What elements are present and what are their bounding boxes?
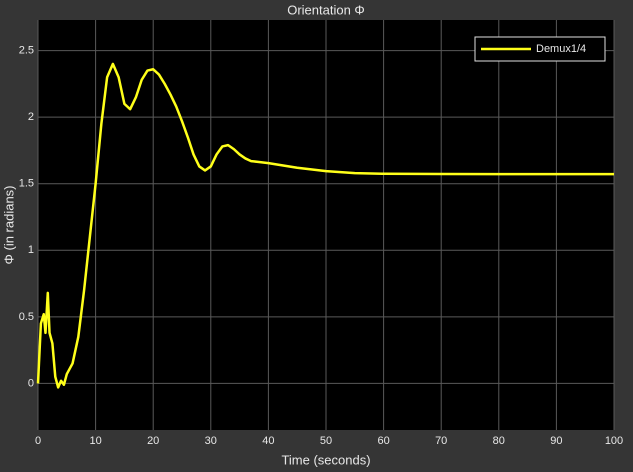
x-tick-label: 40 — [262, 435, 274, 447]
y-tick-label: 2.5 — [19, 45, 34, 57]
x-tick-label: 50 — [320, 435, 332, 447]
y-tick-label: 1.5 — [19, 178, 34, 190]
y-tick-label: 1 — [28, 244, 34, 256]
data-line — [36, 62, 614, 389]
y-axis-label: Φ (in radians) — [1, 185, 16, 264]
marks — [36, 62, 614, 389]
x-tick-label: 70 — [435, 435, 447, 447]
x-tick-label: 100 — [605, 435, 623, 447]
x-axis-label: Time (seconds) — [281, 452, 370, 467]
x-tick-label: 60 — [377, 435, 389, 447]
y-tick-label: 2 — [28, 111, 34, 123]
y-tick-label: 0.5 — [19, 311, 34, 323]
chart-title: Orientation Φ — [287, 2, 365, 17]
x-tick-label: 10 — [89, 435, 101, 447]
x-tick-label: 30 — [205, 435, 217, 447]
legend-label: Demux1/4 — [536, 43, 586, 55]
x-tick-label: 90 — [550, 435, 562, 447]
y-tick-label: 0 — [28, 377, 34, 389]
x-tick-label: 20 — [147, 435, 159, 447]
x-tick-label: 80 — [493, 435, 505, 447]
x-tick-label: 0 — [35, 435, 41, 447]
